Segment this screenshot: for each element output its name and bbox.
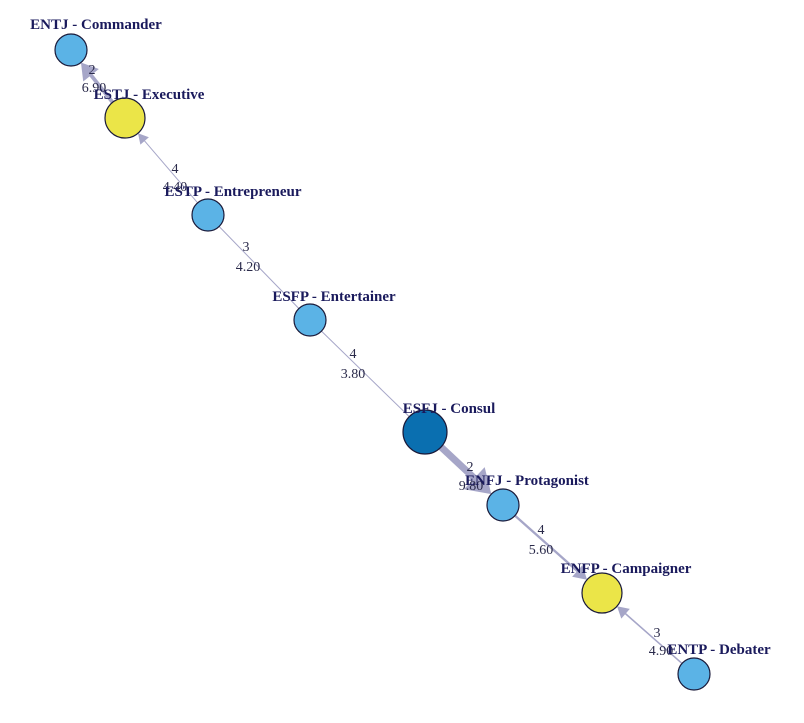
node-esfj[interactable] xyxy=(402,409,448,455)
node-enfj[interactable] xyxy=(486,488,520,522)
node-label-estp: ESTP - Entrepreneur xyxy=(165,184,302,200)
edge-value-label: 6.90 xyxy=(82,81,107,96)
node-label-esfj: ESFJ - Consul xyxy=(403,401,496,417)
edge-line xyxy=(142,139,198,204)
edge-line xyxy=(321,330,410,418)
edge-value-label: 9.80 xyxy=(459,479,484,494)
node-label-entj: ENTJ - Commander xyxy=(30,17,162,33)
edge-enfj-enfp xyxy=(514,514,588,580)
edge-line xyxy=(438,444,481,484)
node-entp[interactable] xyxy=(677,657,711,691)
edge-value-label: 4.40 xyxy=(163,180,188,195)
node-entj[interactable] xyxy=(54,33,88,67)
edge-count-label: 4 xyxy=(538,523,545,538)
node-estp[interactable] xyxy=(191,198,225,232)
node-esfp[interactable] xyxy=(293,303,327,337)
node-label-esfp: ESFP - Entertainer xyxy=(272,289,396,305)
edge-count-label: 3 xyxy=(654,626,661,641)
edge-line xyxy=(218,226,300,309)
edge-entp-enfp xyxy=(617,606,683,665)
edge-value-label: 3.80 xyxy=(341,367,366,382)
node-label-enfj: ENFJ - Protagonist xyxy=(465,473,589,489)
node-label-estj: ESTJ - Executive xyxy=(94,87,205,103)
edge-count-label: 4 xyxy=(172,162,179,177)
arrow-head-icon xyxy=(617,606,630,619)
nodes-layer xyxy=(54,33,711,691)
edge-estp-estj xyxy=(138,133,198,204)
edge-value-label: 5.60 xyxy=(529,543,554,558)
edge-estj-entj xyxy=(80,62,115,104)
edge-estp-esfp xyxy=(218,226,300,309)
edge-value-label: 4.20 xyxy=(236,260,261,275)
node-enfp[interactable] xyxy=(581,572,623,614)
edge-line xyxy=(514,514,580,574)
edge-line xyxy=(623,611,683,665)
edges-layer xyxy=(80,62,683,665)
node-label-enfp: ENFP - Campaigner xyxy=(561,561,692,577)
node-label-entp: ENTP - Debater xyxy=(667,642,771,658)
edge-count-label: 4 xyxy=(350,347,357,362)
edge-line xyxy=(87,71,115,104)
arrow-head-icon xyxy=(80,62,99,82)
labels-layer: 2 6.90 4 4.40 3 4.20 4 3.80 2 9.80 4 5.60 3 4.90 ENTJ … xyxy=(30,17,771,659)
edge-count-label: 2 xyxy=(467,460,474,475)
edge-count-label: 3 xyxy=(243,240,250,255)
edge-esfj-enfj xyxy=(438,444,492,495)
edge-count-label: 2 xyxy=(89,63,96,78)
arrow-head-icon xyxy=(138,133,149,145)
node-estj[interactable] xyxy=(104,97,146,139)
edge-esfp-esfj xyxy=(321,330,410,418)
arrow-head-icon xyxy=(464,467,492,495)
edge-value-label: 4.90 xyxy=(649,644,674,659)
arrow-head-icon xyxy=(572,565,588,580)
